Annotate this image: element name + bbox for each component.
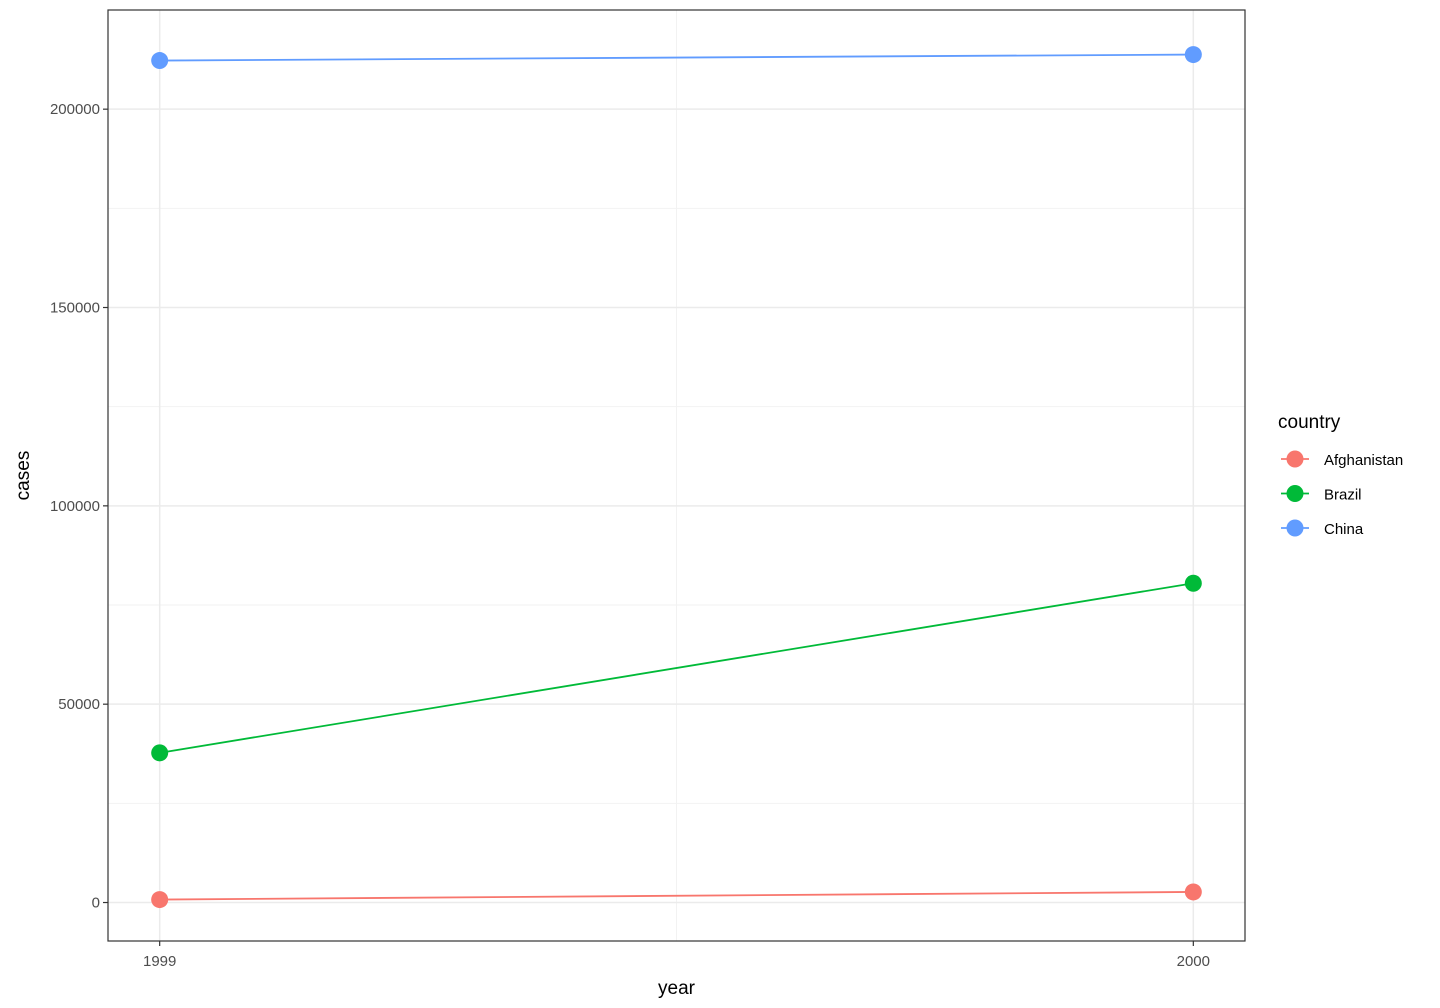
series-china [151,46,1202,70]
series-line [159,582,1194,754]
data-point [151,891,169,909]
legend-key-point [1286,519,1304,537]
y-axis: 0 50000 100000 150000 200000 [50,101,108,912]
legend-title: country [1278,412,1341,433]
data-point [1184,883,1202,901]
x-axis: 1999 2000 [143,941,1210,970]
series-brazil [151,574,1202,762]
grid-major [108,10,1245,941]
series-layer [151,46,1202,909]
legend-item: Afghanistan [1281,450,1403,469]
data-point [151,52,169,70]
y-tick-label: 50000 [58,696,100,713]
y-tick-label: 200000 [50,101,100,118]
data-point [1184,574,1202,592]
legend-item: Brazil [1281,485,1362,504]
series-line [159,53,1194,62]
y-axis-title: cases [13,451,34,501]
legend-label: China [1324,521,1364,538]
grid-minor [108,10,1245,941]
data-point [151,744,169,762]
legend-label: Afghanistan [1324,452,1403,469]
series-afghanistan [151,883,1202,909]
x-axis-title: year [658,978,696,999]
legend-item: China [1281,519,1364,538]
panel-border [107,9,1246,942]
y-tick-label: 150000 [50,300,100,317]
legend-key-point [1286,485,1304,502]
legend-key-point [1286,450,1304,468]
legend: country Afghanistan Brazil China [1278,412,1403,538]
series-line [159,891,1194,901]
x-tick-label: 2000 [1177,953,1210,970]
data-point [1184,46,1202,64]
legend-label: Brazil [1324,487,1362,504]
x-tick-label: 1999 [143,953,176,970]
y-tick-label: 100000 [50,498,100,515]
y-tick-label: 0 [92,895,100,912]
